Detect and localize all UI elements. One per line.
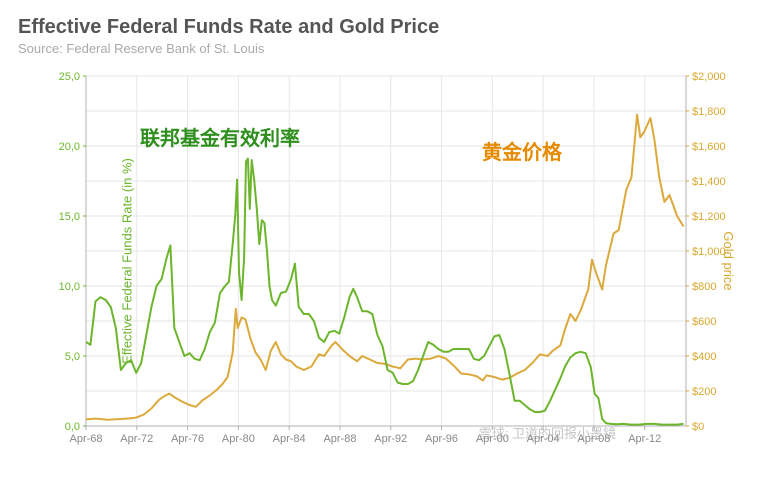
svg-text:Apr-88: Apr-88 [323, 433, 356, 445]
svg-text:20,0: 20,0 [59, 141, 80, 153]
svg-text:Apr-76: Apr-76 [171, 433, 204, 445]
watermark: 雪球: 卫道的回报小墨镜 [479, 423, 616, 442]
chart-container: Effective Federal Funds Rate and Gold Pr… [0, 0, 772, 500]
svg-text:$2,000: $2,000 [692, 71, 726, 83]
svg-text:$600: $600 [692, 316, 716, 328]
svg-text:Apr-72: Apr-72 [120, 433, 153, 445]
chart-subtitle: Source: Federal Reserve Bank of St. Loui… [18, 41, 760, 56]
svg-text:$200: $200 [692, 386, 716, 398]
svg-text:$800: $800 [692, 281, 716, 293]
y-left-axis-label: Effective Federal Funds Rate (in %) [119, 158, 134, 364]
svg-text:10,0: 10,0 [59, 281, 80, 293]
svg-text:$1,800: $1,800 [692, 106, 726, 118]
svg-text:$0: $0 [692, 421, 704, 433]
svg-text:$1,600: $1,600 [692, 141, 726, 153]
svg-text:Apr-84: Apr-84 [273, 433, 306, 445]
svg-text:Apr-92: Apr-92 [374, 433, 407, 445]
svg-text:Apr-68: Apr-68 [69, 433, 102, 445]
svg-text:Apr-96: Apr-96 [425, 433, 458, 445]
svg-text:Apr-12: Apr-12 [628, 433, 661, 445]
svg-text:25,0: 25,0 [59, 71, 80, 83]
plot-area: 0,0 5,0 10,0 15,0 20,0 25,0 $0 $200 $400 $600 $800… [56, 66, 736, 456]
svg-text:$400: $400 [692, 351, 716, 363]
y-right-axis-label: Gold price [721, 231, 736, 290]
svg-text:5,0: 5,0 [65, 351, 80, 363]
svg-text:$1,400: $1,400 [692, 176, 726, 188]
series-label-gold-price: 黄金价格 [482, 136, 562, 165]
svg-text:Apr-80: Apr-80 [222, 433, 255, 445]
series-label-fed-funds: 联邦基金有效利率 [140, 122, 300, 151]
svg-text:0,0: 0,0 [65, 421, 80, 433]
svg-text:$1,200: $1,200 [692, 211, 726, 223]
svg-text:15,0: 15,0 [59, 211, 80, 223]
chart-title: Effective Federal Funds Rate and Gold Pr… [18, 16, 760, 39]
